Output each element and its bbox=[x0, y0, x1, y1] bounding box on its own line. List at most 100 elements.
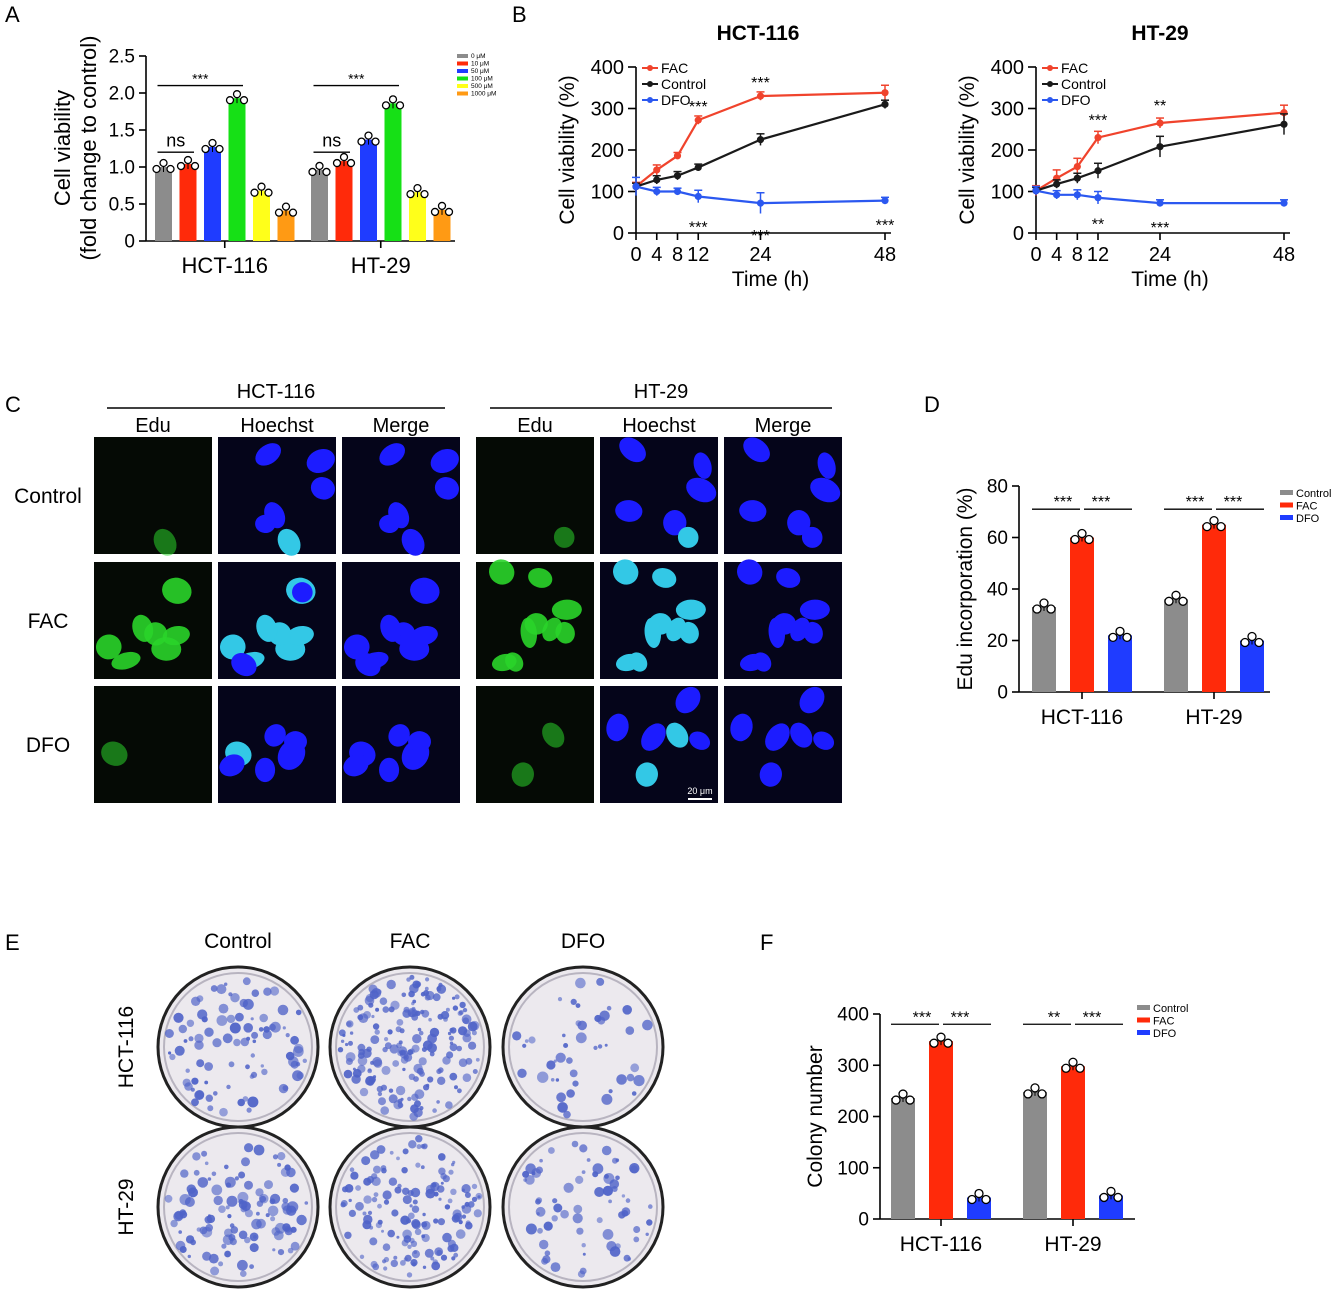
colony bbox=[468, 1041, 477, 1050]
micrograph-tile bbox=[94, 562, 212, 679]
row-label: DFO bbox=[26, 734, 70, 757]
colony bbox=[573, 1204, 583, 1214]
colony bbox=[575, 1032, 587, 1044]
colony bbox=[233, 1038, 241, 1047]
nucleus bbox=[132, 614, 154, 642]
replicate-point bbox=[1108, 632, 1118, 642]
colony bbox=[184, 1082, 193, 1091]
colony bbox=[178, 1024, 187, 1034]
bar bbox=[179, 164, 197, 241]
colony bbox=[471, 1183, 478, 1190]
y-tick-label: 300 bbox=[991, 99, 1024, 121]
data-point bbox=[653, 166, 661, 174]
x-tick-label: HT-29 bbox=[1044, 1233, 1101, 1256]
micrograph-tile bbox=[476, 686, 594, 803]
legend-marker bbox=[647, 65, 653, 71]
colony bbox=[259, 1195, 267, 1203]
colony bbox=[393, 1255, 398, 1260]
y-tick-label: 400 bbox=[591, 57, 624, 79]
colony bbox=[269, 986, 280, 996]
x-tick-label: HCT-116 bbox=[900, 1233, 982, 1256]
legend-swatch bbox=[457, 69, 468, 73]
colony bbox=[169, 1053, 176, 1061]
bar bbox=[1202, 524, 1226, 692]
colony bbox=[621, 1194, 626, 1198]
colony bbox=[349, 1167, 355, 1172]
colony bbox=[238, 1198, 244, 1205]
colony bbox=[272, 1154, 279, 1160]
colony bbox=[621, 1207, 631, 1217]
colony bbox=[464, 1192, 471, 1198]
y-axis-title: Colony number bbox=[804, 1045, 827, 1187]
y-tick-label: 200 bbox=[991, 140, 1024, 162]
colony bbox=[340, 1202, 346, 1208]
replicate-point bbox=[239, 96, 249, 105]
colony bbox=[576, 1227, 584, 1235]
colony bbox=[412, 980, 421, 989]
colony bbox=[642, 1019, 653, 1031]
colony bbox=[282, 1026, 286, 1030]
legend-label: Control bbox=[1153, 1003, 1188, 1015]
data-point bbox=[756, 136, 765, 144]
nucleus bbox=[689, 731, 711, 750]
bar bbox=[433, 209, 451, 241]
colony bbox=[420, 991, 426, 997]
colony bbox=[259, 1013, 269, 1023]
colony bbox=[438, 982, 443, 988]
legend-label: DFO bbox=[1061, 92, 1091, 108]
colony bbox=[586, 1158, 591, 1162]
series-line bbox=[635, 103, 886, 188]
colony bbox=[608, 1199, 612, 1204]
column-header: Edu bbox=[517, 415, 553, 437]
data-point bbox=[1053, 180, 1061, 188]
colony bbox=[445, 1101, 453, 1109]
colony bbox=[240, 1270, 247, 1277]
colony bbox=[251, 1031, 259, 1039]
colony bbox=[391, 1209, 399, 1217]
colony bbox=[252, 1039, 257, 1044]
colony bbox=[594, 1187, 605, 1197]
replicate-point bbox=[322, 167, 331, 177]
y-tick-label: 400 bbox=[837, 1005, 869, 1026]
legend-label: Control bbox=[1061, 76, 1106, 92]
replicate-point bbox=[1240, 637, 1250, 648]
colony bbox=[451, 1256, 456, 1261]
y-tick-label: 0 bbox=[1013, 223, 1024, 245]
replicate-point bbox=[1202, 521, 1212, 532]
legend-label: 10 μM bbox=[471, 61, 489, 68]
colony bbox=[569, 1069, 578, 1078]
legend-marker bbox=[647, 81, 653, 87]
colony bbox=[180, 1169, 189, 1178]
y-tick-label: 80 bbox=[987, 477, 1008, 498]
colony bbox=[417, 1027, 422, 1032]
bar bbox=[228, 98, 246, 242]
replicate-point bbox=[905, 1095, 915, 1105]
colony bbox=[424, 986, 429, 991]
nucleus bbox=[379, 443, 405, 466]
column-header: Edu bbox=[135, 415, 171, 437]
colony bbox=[402, 1148, 409, 1155]
nucleus bbox=[730, 713, 753, 742]
colony bbox=[264, 1180, 273, 1190]
group-title: HT-29 bbox=[634, 381, 688, 403]
sig-label: ns bbox=[166, 130, 185, 150]
colony bbox=[477, 1195, 481, 1199]
colony bbox=[399, 1049, 406, 1056]
colony bbox=[384, 1037, 389, 1042]
colony bbox=[609, 1179, 620, 1189]
y-axis-title: Cell viability (%) bbox=[956, 75, 979, 224]
colony bbox=[383, 1266, 388, 1271]
colony bbox=[380, 1106, 390, 1115]
colony bbox=[420, 1165, 425, 1170]
colony bbox=[572, 1080, 579, 1087]
legend-label: FAC bbox=[1061, 60, 1088, 76]
nucleus bbox=[810, 477, 841, 503]
colony bbox=[378, 1097, 386, 1106]
replicate-point bbox=[936, 1032, 946, 1042]
data-point bbox=[881, 100, 889, 108]
colony bbox=[537, 1227, 543, 1234]
nucleus bbox=[641, 723, 666, 751]
colony bbox=[555, 1052, 566, 1063]
colony bbox=[235, 1012, 244, 1022]
colony bbox=[537, 1071, 549, 1083]
